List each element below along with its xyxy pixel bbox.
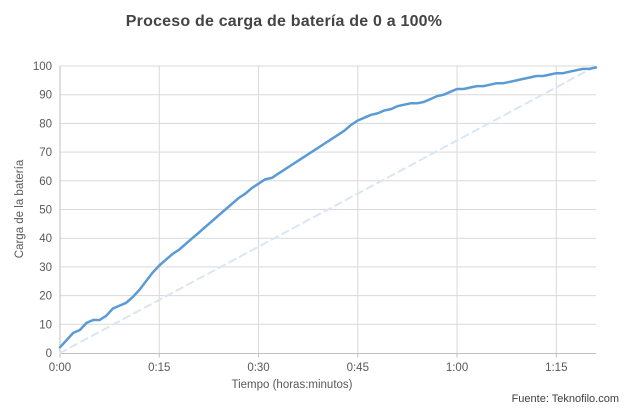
y-tick-label: 100 (33, 61, 52, 73)
x-tick-label: 1:15 (545, 362, 567, 374)
battery-charge-line (58, 66, 598, 349)
y-tick-label: 40 (39, 233, 52, 245)
y-tick-label: 80 (39, 118, 52, 130)
linear-reference-line (59, 65, 597, 354)
x-tick-label: 0:15 (148, 362, 170, 374)
y-tick-label: 0 (46, 348, 52, 360)
x-tick-label: 1:00 (446, 362, 468, 374)
x-tick-label: 0:30 (247, 362, 269, 374)
y-tick-label: 20 (39, 291, 52, 303)
x-tick-label: 0:00 (49, 362, 71, 374)
y-tick-label: 50 (39, 205, 52, 217)
y-tick-label: 30 (39, 262, 52, 274)
y-tick-label: 60 (39, 176, 52, 188)
y-axis-title: Carga de la batería (14, 159, 26, 259)
x-axis-title: Tiempo (horas:minutos) (231, 379, 353, 391)
y-tick-label: 10 (39, 319, 52, 331)
chart-title: Proceso de carga de batería de 0 a 100% (125, 13, 443, 30)
y-tick-label: 70 (39, 147, 52, 159)
source-credit: Fuente: Teknofilo.com (511, 393, 619, 405)
y-tick-label: 90 (39, 90, 52, 102)
x-tick-label: 0:45 (347, 362, 369, 374)
